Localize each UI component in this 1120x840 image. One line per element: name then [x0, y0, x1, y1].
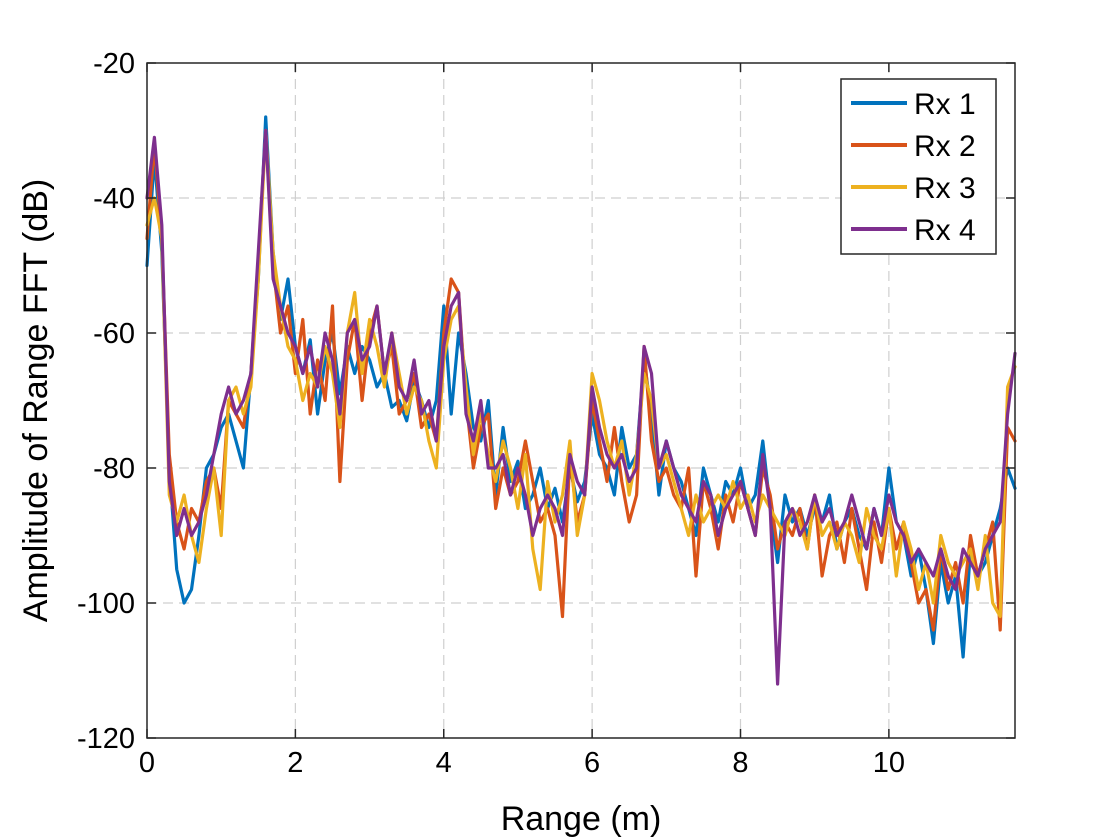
legend-label: Rx 1: [914, 88, 976, 121]
y-tick-label: -20: [93, 48, 135, 80]
x-axis-label: Range (m): [501, 800, 662, 838]
y-tick-label: -40: [93, 183, 135, 215]
legend-box: [840, 78, 997, 255]
y-tick-label: -120: [77, 723, 135, 755]
legend-label: Rx 3: [914, 172, 976, 205]
x-tick-label: 8: [732, 747, 748, 779]
y-tick-label: -60: [93, 318, 135, 350]
axis-ticks: 0 2 4 6 8 10 -20 -40 -60 -80 -100 -120: [77, 48, 1015, 779]
legend: Rx 1 Rx 2 Rx 3 Rx 4: [840, 78, 997, 255]
x-tick-label: 2: [287, 747, 303, 779]
legend-label: Rx 2: [914, 130, 976, 163]
x-tick-label: 0: [139, 747, 155, 779]
x-tick-label: 4: [436, 747, 452, 779]
y-axis-label: Amplitude of Range FFT (dB): [17, 179, 55, 622]
plot-frame: [146, 62, 1016, 739]
y-tick-label: -100: [77, 588, 135, 620]
series-line-rx-4: [145, 128, 1017, 686]
y-tick-label: -80: [93, 453, 135, 485]
x-tick-label: 6: [584, 747, 600, 779]
x-tick-label: 10: [873, 747, 905, 779]
legend-label: Rx 4: [914, 214, 976, 247]
series-lines: [145, 115, 1017, 686]
